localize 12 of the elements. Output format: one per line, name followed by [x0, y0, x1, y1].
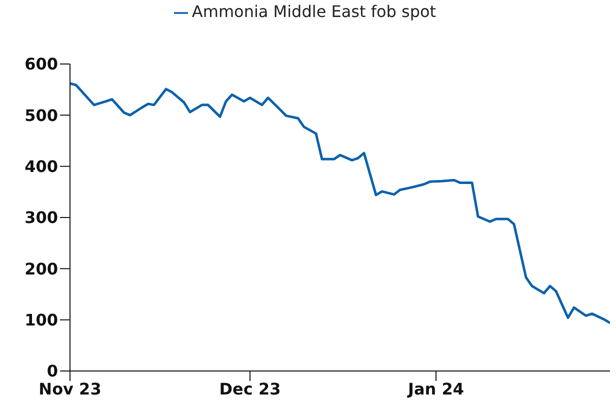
y-tick-label: 500 — [24, 106, 58, 125]
y-tick-label: 300 — [24, 208, 58, 228]
x-tick-label: Nov 23 — [38, 379, 102, 398]
y-tick-label: 200 — [24, 259, 58, 278]
y-tick-label: 400 — [24, 157, 58, 176]
y-tick-label: 100 — [24, 310, 58, 330]
y-tick-label: 600 — [24, 54, 58, 74]
x-tick-label: Dec 23 — [219, 379, 281, 398]
x-tick-label: Jan 24 — [407, 379, 464, 398]
y-tick-label: 0 — [46, 362, 58, 381]
legend-label: Ammonia Middle East fob spot — [192, 2, 436, 21]
line-series — [70, 82, 610, 324]
